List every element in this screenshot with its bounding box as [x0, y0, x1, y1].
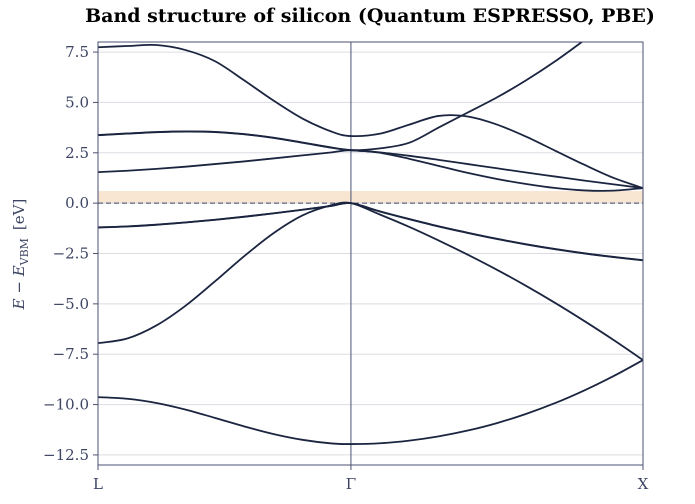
y-label-sub: VBM: [18, 238, 31, 266]
band-line: [98, 202, 643, 262]
band-line: [98, 201, 643, 361]
band-line: [98, 42, 584, 152]
y-tick-label: −2.5: [53, 245, 89, 263]
x-tick-label: Γ: [346, 475, 356, 493]
band-gap: [98, 191, 643, 204]
y-tick-label: −5.0: [53, 295, 89, 313]
chart-title: Band structure of silicon (Quantum ESPRE…: [85, 5, 655, 27]
y-tick-label: −12.5: [43, 446, 89, 464]
y-label-main: E − E: [10, 265, 28, 310]
y-tick-label: 7.5: [65, 43, 89, 61]
band-line: [98, 43, 643, 189]
y-tick-label: 2.5: [65, 144, 89, 162]
band-line: [98, 130, 643, 189]
y-axis-label: E − EVBM [eV]: [10, 199, 31, 311]
band-line: [98, 202, 643, 262]
y-label-unit: [eV]: [10, 199, 28, 230]
band-line: [98, 149, 643, 192]
x-tick-label: L: [93, 475, 103, 493]
y-tick-label: 5.0: [65, 93, 89, 111]
y-tick-label: −7.5: [53, 345, 89, 363]
bands: [98, 42, 643, 445]
y-tick-label: −10.0: [43, 396, 89, 414]
band-line: [98, 359, 643, 445]
y-tick-label: 0.0: [65, 194, 89, 212]
x-tick-label: X: [638, 475, 649, 493]
plot-frame: [97, 41, 644, 466]
